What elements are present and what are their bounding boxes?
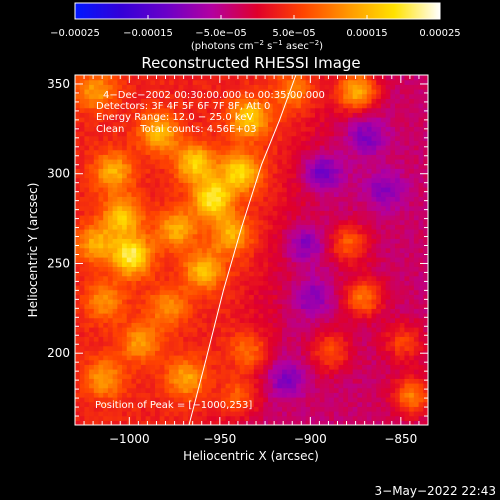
colorbar-tick-label: 0.00025 [419,28,460,39]
x-axis-label: Heliocentric X (arcsec) [183,449,319,463]
y-axis-ticks: 200 250 300 350 [47,74,428,417]
colorbar-tick-label: −0.00025 [50,28,100,39]
footer-timestamp: 3−May−2022 22:43 [375,484,497,498]
y-tick-label: 350 [47,77,70,91]
colorbar-tick-label: −5.0e−05 [195,28,247,39]
y-tick-label: 200 [47,346,70,360]
x-tick-label: −850 [384,432,417,446]
x-tick-label: −900 [294,432,327,446]
annotation-time-range: 4−Dec−2002 00:30:00.000 to 00:35:00.000 [103,90,325,101]
y-tick-label: 300 [47,167,70,181]
x-tick-label: −1000 [109,432,150,446]
annotation-energy-range: Energy Range: 12.0 − 25.0 keV [96,112,253,123]
annotation-block: 4−Dec−2002 00:30:00.000 to 00:35:00.000 … [95,90,325,411]
heatmap-image [75,75,428,425]
plot-frame [74,74,429,426]
annotation-detectors: Detectors: 3F 4F 5F 6F 7F 8F, Att 0 [96,101,270,112]
y-axis-label: Heliocentric Y (arcsec) [26,183,40,318]
colorbar-gradient [74,2,441,20]
colorbar: −0.00025 −0.00015 −5.0e−05 5.0e−05 0.00015 0.… [50,2,461,52]
x-axis-ticks: −1000 −950 −900 −850 [83,75,429,446]
chart-title: Reconstructed RHESSI Image [141,54,360,72]
colorbar-tick-label: 0.00015 [346,28,387,39]
solar-limb-line [188,75,297,425]
colorbar-tick-label: −0.00015 [123,28,173,39]
y-tick-label: 250 [47,256,70,270]
colorbar-tick-label: 5.0e−05 [272,28,315,39]
x-tick-label: −950 [203,432,236,446]
annotation-total-counts: Clean Total counts: 4.56E+03 [96,124,256,135]
colorbar-units: (photons cm−2 s−1 asec−2) [191,39,323,52]
peak-position-label: Position of Peak = [−1000,253] [95,400,252,411]
colorbar-ticks: −0.00025 −0.00015 −5.0e−05 5.0e−05 0.00015 0.… [50,15,461,39]
